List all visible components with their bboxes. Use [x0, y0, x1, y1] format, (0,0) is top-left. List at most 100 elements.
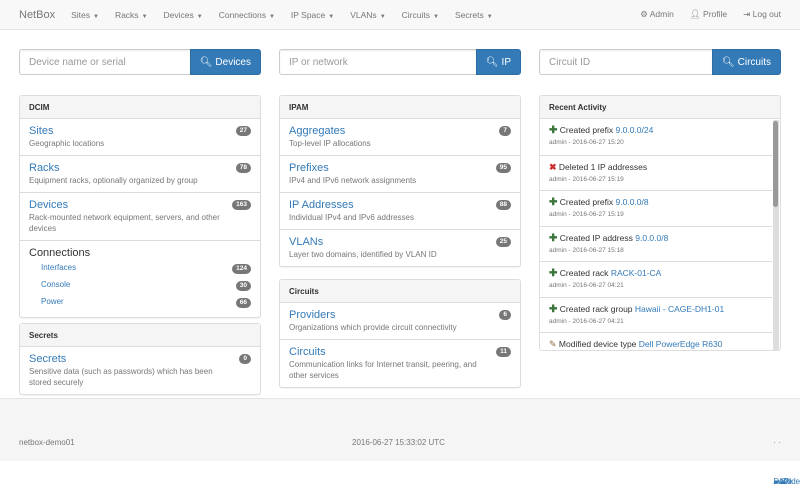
- plus-icon: ✚: [549, 303, 558, 315]
- brand-logo[interactable]: NetBox: [19, 8, 56, 21]
- footer: netbox-demo01 2016-06-27 15:33:02 UTC ▰ …: [0, 398, 800, 486]
- connections-row: Connections Interfaces 124 Console 30 Power 6…: [20, 240, 260, 317]
- circuit-search-button[interactable]: 🔍︎ Circuits: [711, 49, 781, 75]
- activity-item: ✚ Created rack RACK-01-CA admin - 2016-06…: [540, 261, 772, 297]
- nav-menu-ip-space[interactable]: IP Space ▼: [291, 10, 334, 20]
- item-link[interactable]: Circuits: [289, 346, 326, 358]
- menu-label: Secrets: [454, 9, 484, 20]
- nav-menu-vlans[interactable]: VLANs ▼: [350, 10, 385, 20]
- activity-item: ✚ Created prefix 9.0.0.0/8 admin - 2016-0…: [540, 190, 772, 226]
- pencil-icon: ✎: [549, 339, 557, 349]
- item-link[interactable]: Aggregates: [289, 125, 346, 137]
- activity-list: ✚ Created prefix 9.0.0.0/24 admin - 2016-…: [540, 119, 780, 350]
- admin-link[interactable]: ⚙ Admin: [640, 9, 674, 20]
- admin-label: Admin: [649, 9, 674, 19]
- remove-icon: ✖: [549, 161, 557, 172]
- item-description: IPv4 and IPv6 network assignments: [289, 176, 417, 185]
- nav-menu-circuits[interactable]: Circuits ▼: [402, 10, 439, 20]
- circuit-search-input[interactable]: [539, 49, 712, 75]
- count-badge: 95: [495, 163, 511, 173]
- separator: ·: [773, 438, 777, 447]
- connection-item: Power 66: [29, 294, 251, 311]
- caret-down-icon: ▼: [379, 13, 386, 20]
- count-badge: 124: [232, 264, 251, 274]
- profile-link[interactable]: 👤︎ Profile: [690, 9, 727, 20]
- list-item: Circuits Communication links for Internet…: [280, 339, 520, 387]
- button-label: Devices: [215, 56, 251, 68]
- activity-text: ✖ Deleted 1 IP addresses: [549, 162, 763, 173]
- connection-item: Interfaces 124: [29, 260, 251, 277]
- activity-link[interactable]: RACK-01-CA: [610, 268, 662, 278]
- activity-link[interactable]: 9.0.0.0/8: [615, 197, 649, 207]
- search-icon: 🔍︎: [721, 56, 735, 68]
- button-label: IP: [501, 56, 511, 68]
- activity-link[interactable]: Dell PowerEdge R630: [638, 339, 723, 349]
- activity-item: ✎ Modified device type Dell PowerEdge R6…: [540, 332, 772, 350]
- list-item: Racks Equipment racks, optionally organiz…: [20, 155, 260, 192]
- item-link[interactable]: Devices: [29, 199, 69, 211]
- item-description: Top-level IP allocations: [289, 139, 371, 148]
- nav-menu-secrets[interactable]: Secrets ▼: [455, 10, 493, 20]
- item-description: Rack-mounted network equipment, servers,…: [29, 213, 220, 233]
- count-badge: 88: [495, 200, 511, 210]
- item-link[interactable]: Racks: [29, 162, 60, 174]
- list-item: IP Addresses Individual IPv4 and IPv6 add…: [280, 192, 520, 229]
- code-label: Code: [781, 477, 800, 486]
- item-description: Equipment racks, optionally organized by…: [29, 176, 198, 185]
- nav-menu-racks[interactable]: Racks ▼: [115, 10, 148, 20]
- connection-link[interactable]: Power: [41, 297, 64, 306]
- nav-menu-devices[interactable]: Devices ▼: [164, 10, 203, 20]
- item-link[interactable]: VLANs: [289, 236, 324, 248]
- device-search-input[interactable]: [19, 49, 190, 75]
- nav-menu-connections[interactable]: Connections ▼: [219, 10, 275, 20]
- user-icon: 👤︎: [689, 9, 701, 19]
- menu-label: Connections: [218, 9, 266, 20]
- nav-menu-sites[interactable]: Sites ▼: [71, 10, 99, 20]
- circuit-search: 🔍︎Circuits: [539, 49, 781, 75]
- menu-label: Sites: [71, 9, 90, 20]
- activity-meta: admin - 2016-06-27 04:21: [549, 282, 624, 289]
- activity-text: ✚ Created IP address 9.0.0.0/8: [549, 233, 763, 244]
- connection-item: Console 30: [29, 277, 251, 294]
- gear-icon: ⚙: [640, 9, 648, 19]
- separator: ·: [778, 438, 781, 447]
- activity-action: Created rack group: [559, 303, 633, 314]
- item-link[interactable]: Sites: [29, 125, 54, 137]
- connection-link[interactable]: Console: [41, 280, 71, 289]
- logout-icon: ⇥: [743, 9, 751, 19]
- count-badge: 7: [499, 126, 511, 136]
- connection-link[interactable]: Interfaces: [41, 263, 77, 272]
- activity-meta: admin - 2016-06-27 15:18: [549, 246, 624, 254]
- logout-label: Log out: [752, 9, 781, 19]
- activity-action: Created prefix: [559, 125, 614, 135]
- plus-icon: ✚: [549, 232, 558, 244]
- activity-text: ✚ Created rack RACK-01-CA: [549, 268, 763, 279]
- activity-action: Deleted 1 IP addresses: [558, 161, 648, 172]
- ip-search-button[interactable]: 🔍︎ IP: [475, 49, 521, 75]
- logout-link[interactable]: ⇥ Log out: [743, 9, 781, 20]
- activity-link[interactable]: Hawaii - CAGE-DH1-01: [634, 303, 725, 314]
- count-badge: 6: [499, 310, 511, 320]
- device-search-button[interactable]: 🔍︎ Devices: [189, 49, 261, 75]
- list-item: Devices Rack-mounted network equipment, s…: [20, 192, 260, 240]
- activity-action: Modified device type: [558, 339, 637, 349]
- count-badge: 30: [235, 281, 251, 291]
- activity-meta: admin - 2016-06-27 15:19: [549, 175, 624, 183]
- list-item: Sites Geographic locations 27: [20, 119, 260, 155]
- scrollbar-thumb[interactable]: [773, 121, 778, 207]
- list-item: Secrets Sensitive data (such as passwords…: [20, 347, 260, 394]
- count-badge: 163: [232, 200, 251, 210]
- item-description: Geographic locations: [29, 139, 105, 148]
- panel-heading: Circuits: [280, 280, 520, 303]
- activity-link[interactable]: 9.0.0.0/24: [615, 125, 654, 135]
- menu-label: Racks: [114, 9, 139, 20]
- ip-search-input[interactable]: [279, 49, 476, 75]
- item-link[interactable]: Providers: [289, 309, 336, 321]
- activity-text: ✚ Created prefix 9.0.0.0/24: [549, 125, 763, 136]
- scrollbar[interactable]: [773, 120, 779, 350]
- item-link[interactable]: Prefixes: [289, 162, 329, 174]
- activity-link[interactable]: 9.0.0.0/8: [635, 232, 669, 243]
- item-link[interactable]: Secrets: [29, 353, 67, 365]
- item-link[interactable]: IP Addresses: [289, 199, 354, 211]
- count-badge: 78: [235, 163, 251, 173]
